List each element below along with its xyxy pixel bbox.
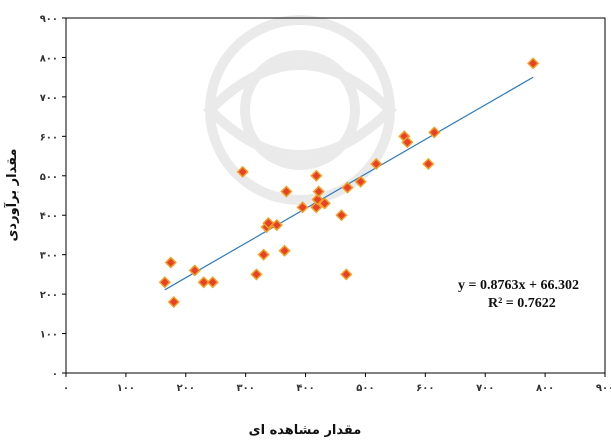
data-point xyxy=(270,219,283,232)
data-point xyxy=(164,256,177,269)
data-point xyxy=(197,276,210,289)
x-tick-label: ۶۰۰ xyxy=(416,383,434,394)
y-axis-ticks: ۰ ۱۰۰ ۲۰۰ ۳۰۰ ۴۰۰ ۵۰۰ ۶۰۰ ۷۰۰ ۸۰۰ ۹۰۰ xyxy=(40,14,66,380)
data-point xyxy=(262,217,275,230)
data-point xyxy=(296,201,309,214)
y-tick-label: ۳۰۰ xyxy=(40,251,58,262)
data-point xyxy=(341,181,354,194)
x-tick-label: ۲۰۰ xyxy=(177,383,195,394)
y-tick-label: ۶۰۰ xyxy=(40,132,58,143)
y-tick-label: ۵۰۰ xyxy=(40,172,58,183)
data-point xyxy=(188,264,201,277)
x-tick-label: ۱۰۰ xyxy=(117,383,135,394)
data-point xyxy=(370,157,383,171)
y-tick-label: ۱۰۰ xyxy=(40,330,58,341)
x-axis-ticks: ۰ ۱۰۰ ۲۰۰ ۳۰۰ ۴۰۰ ۵۰۰ ۶۰۰ ۷۰۰ ۸۰۰ ۹۰۰ xyxy=(63,373,611,394)
data-point xyxy=(236,165,249,178)
x-tick-label: ۵۰۰ xyxy=(356,383,374,394)
data-point xyxy=(278,244,291,257)
plot-area xyxy=(65,17,606,374)
x-tick-label: ۹۰۰ xyxy=(596,383,611,394)
trendline-r-squared: R² = 0.7622 xyxy=(488,296,556,311)
x-tick-label: ۴۰۰ xyxy=(296,383,314,394)
y-tick-label: ۲۰۰ xyxy=(40,290,58,301)
watermark-emblem xyxy=(202,15,398,205)
y-axis-title: مقدار برآوردی xyxy=(3,149,20,242)
plot-frame xyxy=(65,17,606,374)
data-point xyxy=(250,268,263,281)
data-point xyxy=(335,209,348,222)
y-tick-label: ۴۰۰ xyxy=(40,211,58,222)
data-point xyxy=(422,157,435,171)
y-tick-label: ۸۰۰ xyxy=(40,53,58,64)
trendline-equation: y = 0.8763x + 66.302 xyxy=(458,278,579,293)
data-point xyxy=(312,185,325,198)
data-point xyxy=(167,295,180,309)
data-point xyxy=(158,276,171,289)
y-tick-label: ۹۰۰ xyxy=(40,14,58,25)
data-points xyxy=(158,57,540,309)
x-axis-title: مقدار مشاهده ای xyxy=(249,423,362,438)
data-point xyxy=(310,169,323,182)
data-point xyxy=(310,201,323,214)
data-point xyxy=(318,197,331,210)
data-point xyxy=(311,193,324,206)
x-tick-label: ۷۰۰ xyxy=(476,383,494,394)
data-point xyxy=(428,126,441,139)
data-point xyxy=(354,175,367,188)
data-point xyxy=(527,57,540,70)
data-point xyxy=(401,136,414,149)
y-tick-label: ۷۰۰ xyxy=(40,93,58,104)
x-tick-label: ۳۰۰ xyxy=(237,383,255,394)
x-tick-label: ۸۰۰ xyxy=(536,383,554,394)
y-tick-label: ۰ xyxy=(52,369,58,380)
data-point xyxy=(280,185,293,198)
data-point xyxy=(340,268,353,281)
data-point xyxy=(257,248,270,261)
data-point xyxy=(206,276,219,289)
x-tick-label: ۰ xyxy=(63,383,69,394)
